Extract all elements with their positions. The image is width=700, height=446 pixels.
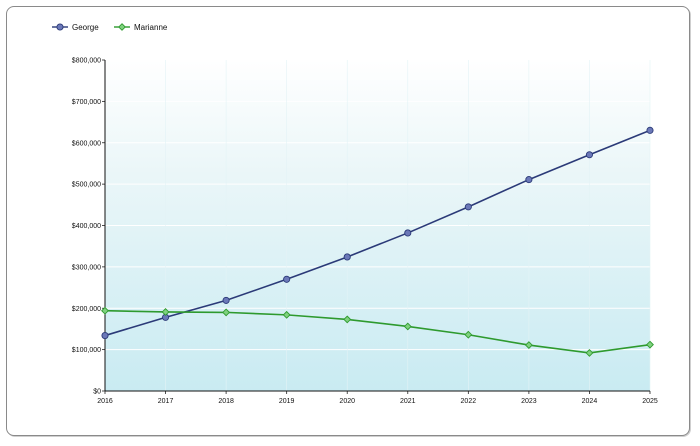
data-point-marianne: [585, 348, 594, 357]
series-line-george: [104, 129, 651, 337]
data-point-george: [525, 176, 533, 184]
data-point-marianne: [161, 308, 170, 316]
legend-item-george: George: [52, 23, 99, 32]
data-point-george: [283, 275, 291, 283]
x-tick-label: 2024: [582, 398, 598, 405]
data-point-george: [222, 296, 230, 304]
y-tick-label: $700,000: [72, 99, 101, 106]
series-george: [101, 126, 654, 340]
data-point-george: [404, 229, 412, 237]
y-tick-label: $0: [93, 389, 101, 396]
data-point-marianne: [646, 340, 654, 349]
data-point-marianne: [403, 322, 412, 331]
x-tick-label: 2016: [97, 398, 113, 405]
y-tick-label: $400,000: [72, 223, 101, 230]
x-tick-label: 2019: [279, 398, 295, 405]
x-tick-label: 2023: [521, 398, 537, 405]
data-point-marianne: [524, 341, 533, 350]
x-tick-label: 2025: [642, 398, 658, 405]
gridlines: [105, 59, 651, 391]
x-tick-label: 2021: [400, 398, 416, 405]
y-tick-label: $300,000: [72, 264, 101, 271]
data-point-marianne: [222, 308, 231, 317]
y-tick-label: $200,000: [72, 306, 101, 313]
series: [101, 126, 654, 357]
y-tick-label: $600,000: [72, 140, 101, 147]
series-line-marianne: [104, 309, 651, 354]
legend-marker: [118, 23, 126, 31]
x-tick-label: 2020: [339, 398, 355, 405]
y-tick-label: $500,000: [72, 182, 101, 189]
data-point-george: [646, 126, 654, 134]
y-tick-label: $800,000: [72, 58, 101, 65]
data-point-george: [585, 151, 593, 159]
data-point-marianne: [101, 306, 109, 315]
x-tick-label: 2017: [158, 398, 174, 405]
legend-label: Marianne: [134, 23, 168, 32]
series-marianne: [101, 306, 654, 357]
legend: George Marianne: [52, 23, 168, 32]
data-point-george: [343, 253, 351, 261]
legend-item-marianne: Marianne: [114, 23, 168, 32]
legend-marker: [56, 23, 64, 31]
data-point-marianne: [282, 310, 291, 319]
data-point-marianne: [464, 330, 473, 339]
x-tick-label: 2018: [218, 398, 234, 405]
data-point-george: [464, 203, 472, 211]
x-tick-label: 2022: [461, 398, 477, 405]
legend-label: George: [72, 23, 99, 32]
data-point-george: [101, 332, 109, 340]
y-tick-label: $100,000: [72, 347, 101, 354]
data-point-marianne: [343, 315, 352, 324]
